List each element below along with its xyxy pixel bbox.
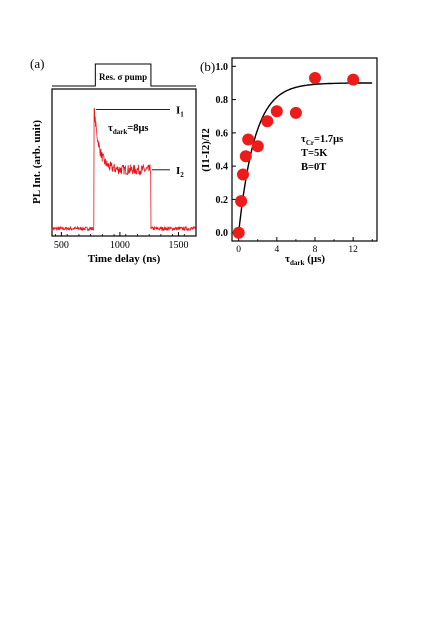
x-tick-label-a: 1500 <box>168 240 188 251</box>
pump-label: Res. σ pump <box>99 72 147 82</box>
x-ticks-b: 0 4 8 12 <box>236 237 373 255</box>
x-tick-label-b: 12 <box>348 245 358 255</box>
plot-b-frame <box>231 57 378 242</box>
tau-dark-annotation: τdark=8μs <box>108 123 149 136</box>
y-ticks-b: 0.0 0.2 0.4 0.6 0.8 1.0 <box>216 62 236 239</box>
param-tau-cr-subscript: Cr <box>306 139 314 147</box>
x-axis-label-a: Time delay (ns) <box>88 253 161 265</box>
param-tau-cr: τCr=1.7μs <box>301 134 343 147</box>
panel-a-label: (a) <box>30 56 44 71</box>
x-tick-label-a: 500 <box>54 240 69 251</box>
y-tick-label-b: 0.4 <box>216 162 229 173</box>
tau-dark-subscript: dark <box>113 128 128 136</box>
x-tick-label-b: 0 <box>236 245 241 255</box>
panel-b: (b) 0.0 0.2 0.4 0.6 0.8 1.0 0 4 8 12 τCr=1.7μs T… <box>200 57 378 267</box>
param-temperature: T=5K <box>301 148 328 159</box>
y-axis-label-a: PL Int. (arb. unit) <box>31 120 43 204</box>
panel-b-label: (b) <box>200 59 215 74</box>
param-field: B=0T <box>301 162 326 173</box>
data-point <box>235 195 248 208</box>
pump-pulse-line <box>52 63 196 87</box>
data-point <box>270 105 283 118</box>
y-tick-label-b: 0.6 <box>216 128 229 139</box>
i2-label: I2 <box>176 165 184 179</box>
pump-pulse-box: Res. σ pump <box>52 63 196 87</box>
y-tick-label-b: 1.0 <box>216 62 229 73</box>
data-points <box>232 72 360 239</box>
data-point <box>347 73 360 86</box>
fit-params: τCr=1.7μs T=5K B=0T <box>301 134 343 173</box>
x-axis-label-b-subscript: dark <box>290 259 305 267</box>
data-point <box>239 150 252 163</box>
x-ticks-a: 500 1000 1500 <box>54 232 197 251</box>
i2-subscript: 2 <box>180 171 184 179</box>
x-axis-label-b-unit: (μs) <box>304 253 325 265</box>
x-tick-label-b: 8 <box>313 245 318 255</box>
panel-a: (a) Res. σ pump I1 I2 τdark=8μs 500 1000 1… <box>30 56 197 265</box>
i1-subscript: 1 <box>180 111 184 119</box>
y-tick-label-b: 0.8 <box>216 95 229 106</box>
tau-dark-value: =8μs <box>127 123 148 134</box>
param-tau-cr-value: =1.7μs <box>314 134 343 145</box>
y-tick-label-b: 0.2 <box>216 195 229 206</box>
data-point <box>261 115 274 128</box>
plot-a-frame <box>51 88 197 237</box>
data-point <box>309 72 321 84</box>
y-axis-label-b: (I1-I2)/I2 <box>200 128 212 172</box>
data-point <box>289 106 302 119</box>
data-point <box>232 226 245 239</box>
x-tick-label-a: 1000 <box>110 240 130 251</box>
pl-trace <box>51 108 197 232</box>
data-point <box>237 168 249 181</box>
data-point <box>251 140 264 153</box>
x-tick-label-b: 4 <box>274 245 279 255</box>
i1-label: I1 <box>176 105 184 119</box>
x-axis-label-b: τdark (μs) <box>285 253 325 267</box>
data-point <box>242 133 255 146</box>
y-tick-label-b: 0.0 <box>216 228 229 239</box>
